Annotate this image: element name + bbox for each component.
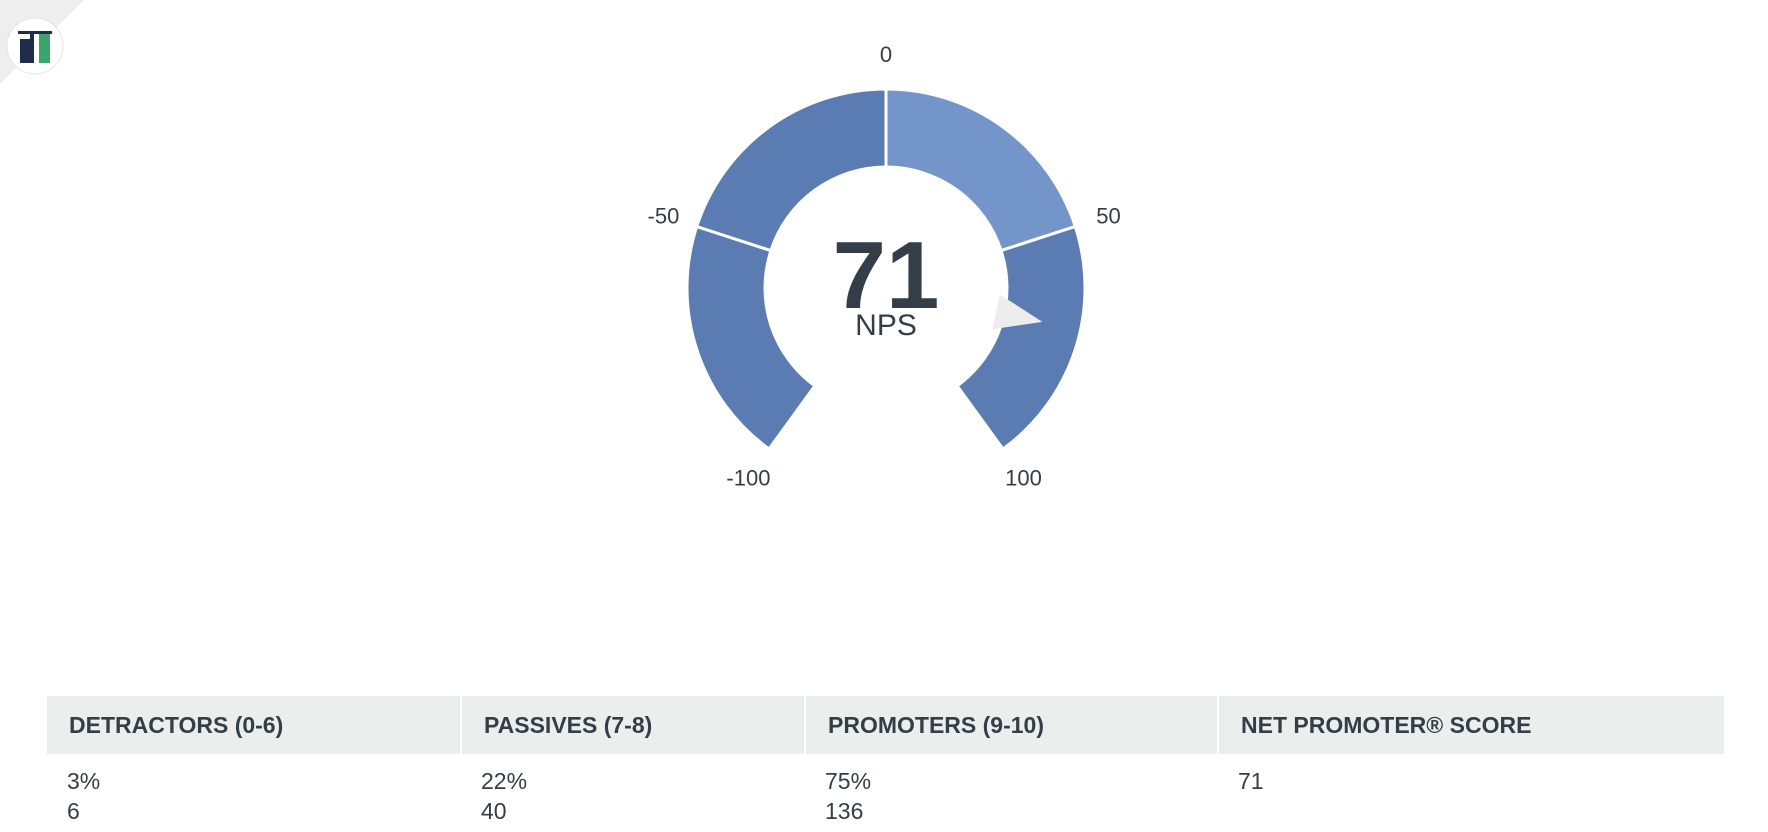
promoters-count: 136: [825, 798, 864, 824]
table-row: 3% 6 22% 40 75% 136 71: [47, 754, 1724, 826]
header-net-promoter-score: NET PROMOTER® SCORE: [1218, 696, 1724, 754]
promoters-percent: 75%: [825, 768, 872, 794]
gauge-tick-label: -100: [726, 465, 770, 490]
table-header-row: DETRACTORS (0-6) PASSIVES (7-8) PROMOTER…: [47, 696, 1724, 754]
passives-count: 40: [481, 798, 507, 824]
gauge-segment: [884, 87, 1078, 253]
gauge-tick-labels: -100 -50 0 50 100: [648, 42, 1121, 490]
passives-percent: 22%: [481, 768, 528, 794]
nps-summary-table: DETRACTORS (0-6) PASSIVES (7-8) PROMOTER…: [47, 696, 1724, 826]
detractors-cell: 3% 6: [47, 754, 461, 826]
header-passives: PASSIVES (7-8): [461, 696, 806, 754]
nps-value: 71: [833, 222, 940, 329]
passives-cell: 22% 40: [461, 754, 805, 826]
gauge-segment: [955, 224, 1087, 452]
detractors-percent: 3%: [67, 768, 101, 794]
nps-gauge: -100 -50 0 50 100 71 NPS: [648, 42, 1121, 490]
gauge-segments: [685, 87, 1087, 452]
header-detractors: DETRACTORS (0-6): [47, 696, 462, 754]
gauge-tick-label: -50: [648, 204, 680, 229]
nps-value-label: NPS: [855, 309, 917, 342]
gauge-tick-label: 0: [880, 42, 892, 67]
promoters-cell: 75% 136: [805, 754, 1218, 826]
gauge-segment: [685, 224, 817, 452]
net-promoter-score-value: 71: [1238, 768, 1264, 794]
gauge-tick-label: 100: [1005, 465, 1042, 490]
net-promoter-score-cell: 71: [1218, 754, 1724, 826]
header-promoters: PROMOTERS (9-10): [805, 696, 1219, 754]
gauge-tick-label: 50: [1096, 204, 1120, 229]
app-logo-icon: [0, 0, 84, 84]
gauge-segment: [694, 87, 888, 253]
gauge-needle: [992, 294, 1043, 330]
detractors-count: 6: [67, 798, 80, 824]
